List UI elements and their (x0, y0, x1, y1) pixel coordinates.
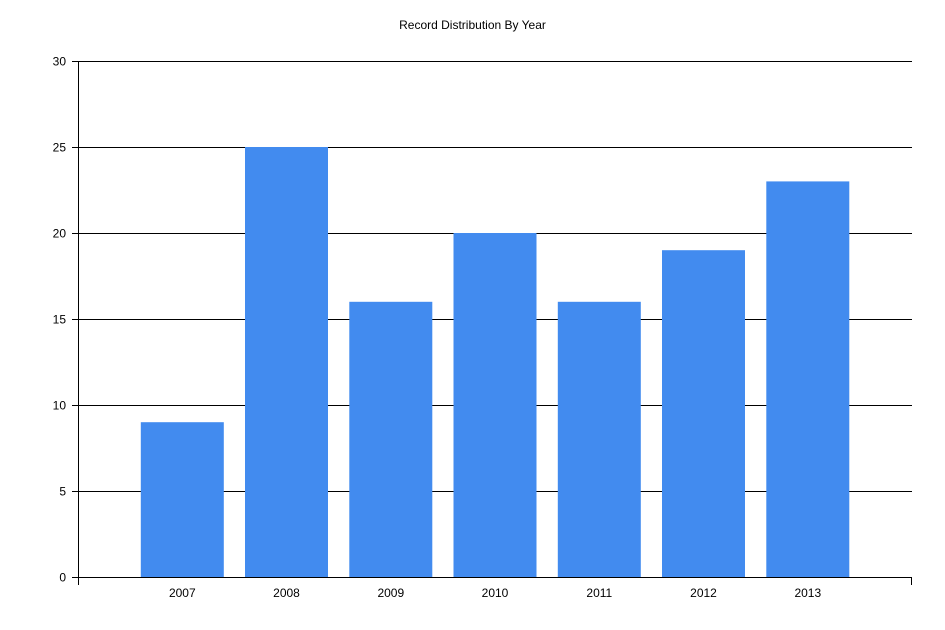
axes (72, 61, 912, 585)
y-tick-label-0: 0 (59, 571, 66, 585)
bar-2009 (349, 301, 433, 577)
bar-2010 (453, 233, 537, 577)
bar-2013 (766, 181, 850, 577)
bar-2012 (662, 250, 745, 577)
y-tick-label-30: 30 (53, 55, 67, 69)
x-tick-label-2011: 2011 (586, 586, 612, 600)
y-tick-label-25: 25 (53, 141, 67, 155)
bar-2008 (245, 147, 328, 577)
x-tick-label-2010: 2010 (482, 586, 509, 600)
chart-title: Record Distribution By Year (399, 18, 546, 32)
x-tick-label-2008: 2008 (273, 586, 300, 600)
tick-labels: 0 5 10 15 20 25 30 2007 2008 2009 2010 2011 2012 2013 (53, 55, 822, 601)
x-tick-label-2009: 2009 (377, 586, 404, 600)
bars (140, 147, 850, 577)
x-tick-label-2013: 2013 (794, 586, 821, 600)
x-tick-label-2007: 2007 (169, 586, 196, 600)
bar-2011 (557, 301, 641, 577)
bar-2007 (140, 422, 224, 577)
y-tick-label-10: 10 (53, 399, 67, 413)
y-tick-label-5: 5 (59, 485, 66, 499)
y-tick-label-15: 15 (53, 313, 67, 327)
x-tick-label-2012: 2012 (690, 586, 717, 600)
y-tick-label-20: 20 (53, 227, 67, 241)
